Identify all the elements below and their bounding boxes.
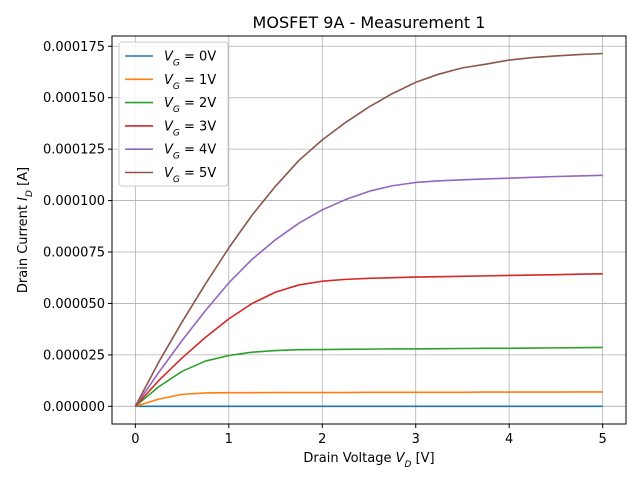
series-line-3 [134,273,603,407]
y-axis-label: Drain Current ID [A] [16,167,35,293]
x-axis-label: Drain Voltage VD [V] [303,451,434,470]
y-tick-label: 0.000125 [43,143,105,158]
legend-label-5: VG = 5V [164,166,216,185]
y-tick-label: 0.000150 [43,91,105,106]
x-tick-label: 4 [505,432,513,447]
y-tick-label: 0.000175 [43,40,105,55]
y-tick-label: 0.000075 [43,246,105,261]
y-tick-label: 0.000050 [43,297,105,312]
y-tick-label: 0.000100 [43,194,105,209]
series-line-2 [134,346,603,407]
legend: VG = 0V VG = 1V VG = 2V VG = 3V VG = 4V VG = … [118,41,229,187]
y-tick-label: 0.000025 [43,348,105,363]
x-axis-ticks: 0 1 2 3 4 5 [131,424,607,447]
legend-label-0: VG = 0V [164,50,216,69]
y-tick-label: 0.000000 [43,400,105,415]
x-tick-label: 1 [225,432,233,447]
legend-label-2: VG = 2V [164,96,216,115]
x-tick-label: 2 [318,432,326,447]
legend-label-1: VG = 1V [164,73,216,92]
x-tick-label: 5 [598,432,606,447]
series-line-1 [135,391,603,408]
legend-label-4: VG = 4V [164,143,216,162]
plot-area-frame [111,35,627,425]
series-line-4 [134,174,603,407]
legend-label-3: VG = 3V [164,119,216,138]
grid [112,36,626,424]
x-tick-label: 3 [412,432,420,447]
y-axis-ticks: 0.000000 0.000025 0.000050 0.000075 0.000100… [43,40,112,415]
x-tick-label: 0 [131,432,139,447]
series-line-5 [134,52,603,407]
chart-title: MOSFET 9A - Measurement 1 [253,13,486,32]
series-lines [134,52,603,408]
